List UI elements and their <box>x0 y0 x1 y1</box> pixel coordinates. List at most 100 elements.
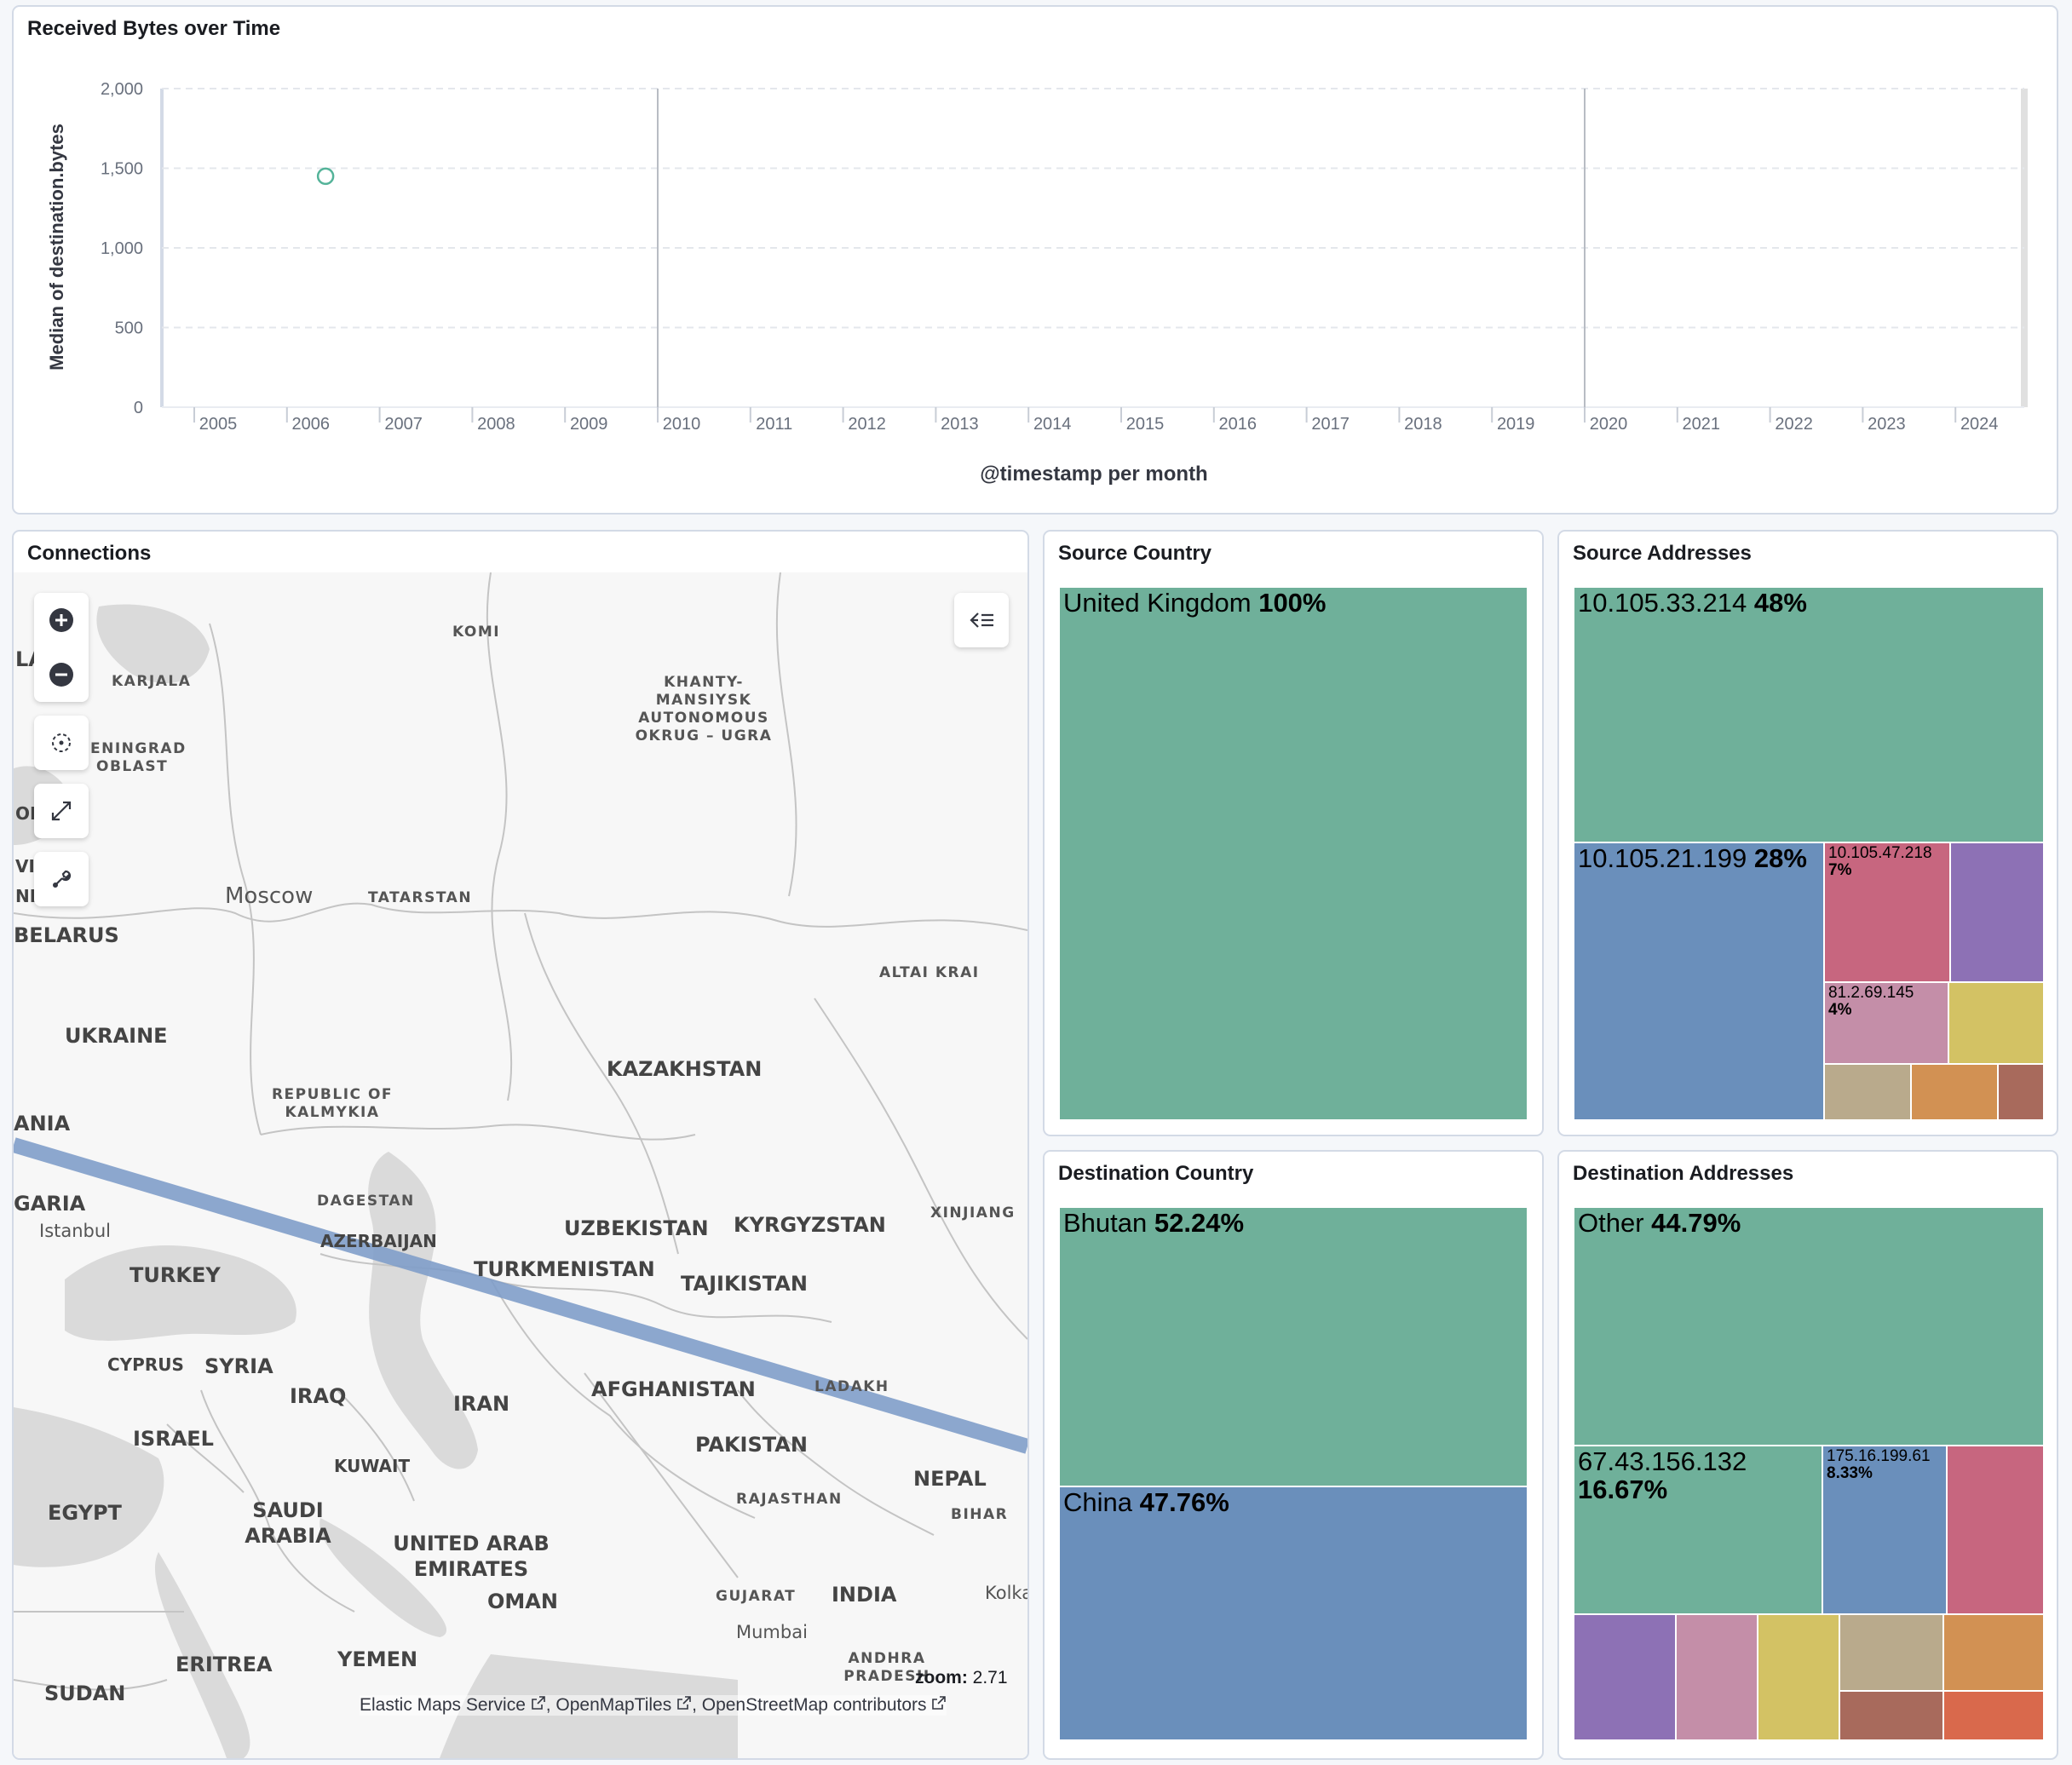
label-istanbul: Istanbul <box>39 1221 111 1241</box>
external-link-icon <box>932 1696 947 1710</box>
treemap-cell[interactable]: 10.105.33.214 48% <box>1573 586 2045 843</box>
label-moscow: Moscow <box>225 883 313 909</box>
external-link-icon <box>677 1696 691 1710</box>
panel-title: Destination Country <box>1058 1162 1254 1185</box>
zoom-level: zoom: 2.71 <box>915 1668 1008 1688</box>
label-iraq: IRAQ <box>290 1384 346 1408</box>
treemap-cell[interactable]: 175.16.199.61 8.33% <box>1822 1445 1948 1615</box>
treemap-cell[interactable] <box>1942 1690 2045 1741</box>
cell-pct: 8.33% <box>1827 1463 1873 1482</box>
treemap: 10.105.33.214 48% 10.105.21.199 28% 10.1… <box>1573 586 2045 1121</box>
x-tick-label: 2007 <box>384 415 423 434</box>
label-khanty-4: OKRUG – UGRA <box>636 727 773 745</box>
x-tick-label: 2010 <box>663 415 701 434</box>
treemap-cell[interactable]: 10.105.47.218 7% <box>1823 842 1951 983</box>
treemap-cell[interactable]: 67.43.156.132 16.67% <box>1573 1445 1823 1615</box>
label-syria: SYRIA <box>204 1354 273 1378</box>
cell-label: 10.105.33.214 <box>1578 588 1747 618</box>
treemap-cell[interactable] <box>1823 1063 1912 1121</box>
treemap-cell[interactable]: 81.2.69.145 4% <box>1823 981 1949 1065</box>
label-mumbai: Mumbai <box>736 1622 808 1642</box>
cell-label: 10.105.21.199 <box>1578 843 1747 873</box>
persian-gulf <box>319 1518 447 1637</box>
label-eritrea: ERITREA <box>176 1653 273 1676</box>
treemap-cell[interactable] <box>1942 1613 2045 1692</box>
treemap-cell[interactable] <box>1573 1613 1677 1741</box>
panel-title: Received Bytes over Time <box>27 17 281 40</box>
label-turkmenistan: TURKMENISTAN <box>474 1257 655 1281</box>
label-oman: OMAN <box>487 1590 558 1613</box>
label-uae-2: EMIRATES <box>414 1557 528 1581</box>
cell-pct: 48% <box>1753 588 1807 618</box>
treemap-cell[interactable] <box>1839 1690 1944 1741</box>
treemap-cell[interactable]: United Kingdom 100% <box>1058 586 1528 1121</box>
treemap-cell[interactable] <box>1948 981 2045 1065</box>
label-cyprus: CYPRUS <box>107 1354 184 1375</box>
label-leningrad-2: OBLAST <box>96 758 168 775</box>
map-canvas[interactable]: KOMI KARJALA KHANTY- MANSIYSK AUTONOMOUS… <box>14 572 1027 1758</box>
label-garia: GARIA <box>14 1192 86 1216</box>
map-attribution: Elastic Maps Service , OpenMapTiles , Op… <box>360 1695 947 1716</box>
x-tick-label: 2016 <box>1219 415 1258 434</box>
treemap-cell[interactable] <box>1757 1613 1840 1741</box>
cell-label: Other <box>1578 1208 1644 1238</box>
y-tick-label: 500 <box>115 319 143 338</box>
label-komi: KOMI <box>452 624 500 641</box>
label-nepal: NEPAL <box>913 1467 987 1491</box>
cell-pct: 100% <box>1258 588 1327 618</box>
treemap-cell[interactable] <box>1910 1063 1999 1121</box>
source-country-panel: Source Country United Kingdom 100% <box>1043 530 1544 1136</box>
label-belarus: BELARUS <box>14 923 119 947</box>
zoom-in-button[interactable] <box>34 593 89 647</box>
label-andhra-2: PRADESH <box>843 1668 930 1685</box>
attribution-link-osm[interactable]: OpenStreetMap contributors <box>701 1695 927 1715</box>
treemap-cell[interactable]: Other 44.79% <box>1573 1206 2045 1446</box>
label-saudi-2: ARABIA <box>245 1524 331 1548</box>
data-point[interactable] <box>316 167 335 186</box>
label-rajasthan: RAJASTHAN <box>736 1491 843 1508</box>
cell-label: 67.43.156.132 <box>1578 1446 1747 1476</box>
destination-addresses-panel: Destination Addresses Other 44.79% 67.43… <box>1557 1150 2058 1760</box>
y-tick-label: 0 <box>134 399 143 417</box>
zoom-controls <box>34 593 89 702</box>
white-sea <box>96 604 210 683</box>
treemap-cell[interactable] <box>1949 842 2045 983</box>
label-altai: ALTAI KRAI <box>879 964 980 981</box>
label-israel: ISRAEL <box>133 1427 214 1451</box>
panel-title: Source Country <box>1058 542 1212 565</box>
set-view-button[interactable] <box>34 716 89 770</box>
treemap-cell[interactable] <box>1946 1445 2045 1615</box>
attribution-link-ems[interactable]: Elastic Maps Service <box>360 1695 526 1715</box>
label-sudan: SUDAN <box>44 1682 125 1705</box>
zoom-out-button[interactable] <box>34 647 89 702</box>
x-tick-label: 2024 <box>1960 415 1999 434</box>
fit-to-data-button[interactable] <box>34 784 89 838</box>
treemap-cell[interactable]: China 47.76% <box>1058 1486 1528 1741</box>
red-sea <box>154 1552 250 1758</box>
label-uae-1: UNITED ARAB <box>393 1532 549 1555</box>
panel-title: Destination Addresses <box>1573 1162 1794 1185</box>
cell-label: 175.16.199.61 <box>1827 1447 1931 1465</box>
wrench-icon <box>53 870 72 888</box>
x-tick-label: 2009 <box>570 415 608 434</box>
label-azerbaijan: AZERBAIJAN <box>320 1231 437 1251</box>
minus-circle-icon <box>49 663 73 687</box>
cell-pct: 4% <box>1828 1000 1852 1019</box>
treemap-cell[interactable]: 10.105.21.199 28% <box>1573 842 1825 1121</box>
label-egypt: EGYPT <box>48 1501 123 1525</box>
label-yemen: YEMEN <box>337 1647 417 1671</box>
cell-pct: 44.79% <box>1651 1208 1741 1238</box>
label-tatarstan: TATARSTAN <box>368 889 472 906</box>
treemap-cell[interactable] <box>1839 1613 1944 1692</box>
treemap-cell[interactable] <box>1997 1063 2045 1121</box>
treemap-cell[interactable] <box>1675 1613 1758 1741</box>
legend-toggle-button[interactable] <box>954 593 1009 647</box>
attribution-link-omt[interactable]: OpenMapTiles <box>555 1695 672 1715</box>
label-ania: ANIA <box>14 1112 71 1135</box>
label-india: INDIA <box>832 1583 897 1607</box>
treemap-cell[interactable]: Bhutan 52.24% <box>1058 1206 1528 1487</box>
zoom-label: zoom: <box>915 1668 968 1687</box>
tools-button[interactable] <box>34 852 89 906</box>
label-andhra-1: ANDHRA <box>849 1650 926 1667</box>
plus-circle-icon <box>49 608 73 632</box>
